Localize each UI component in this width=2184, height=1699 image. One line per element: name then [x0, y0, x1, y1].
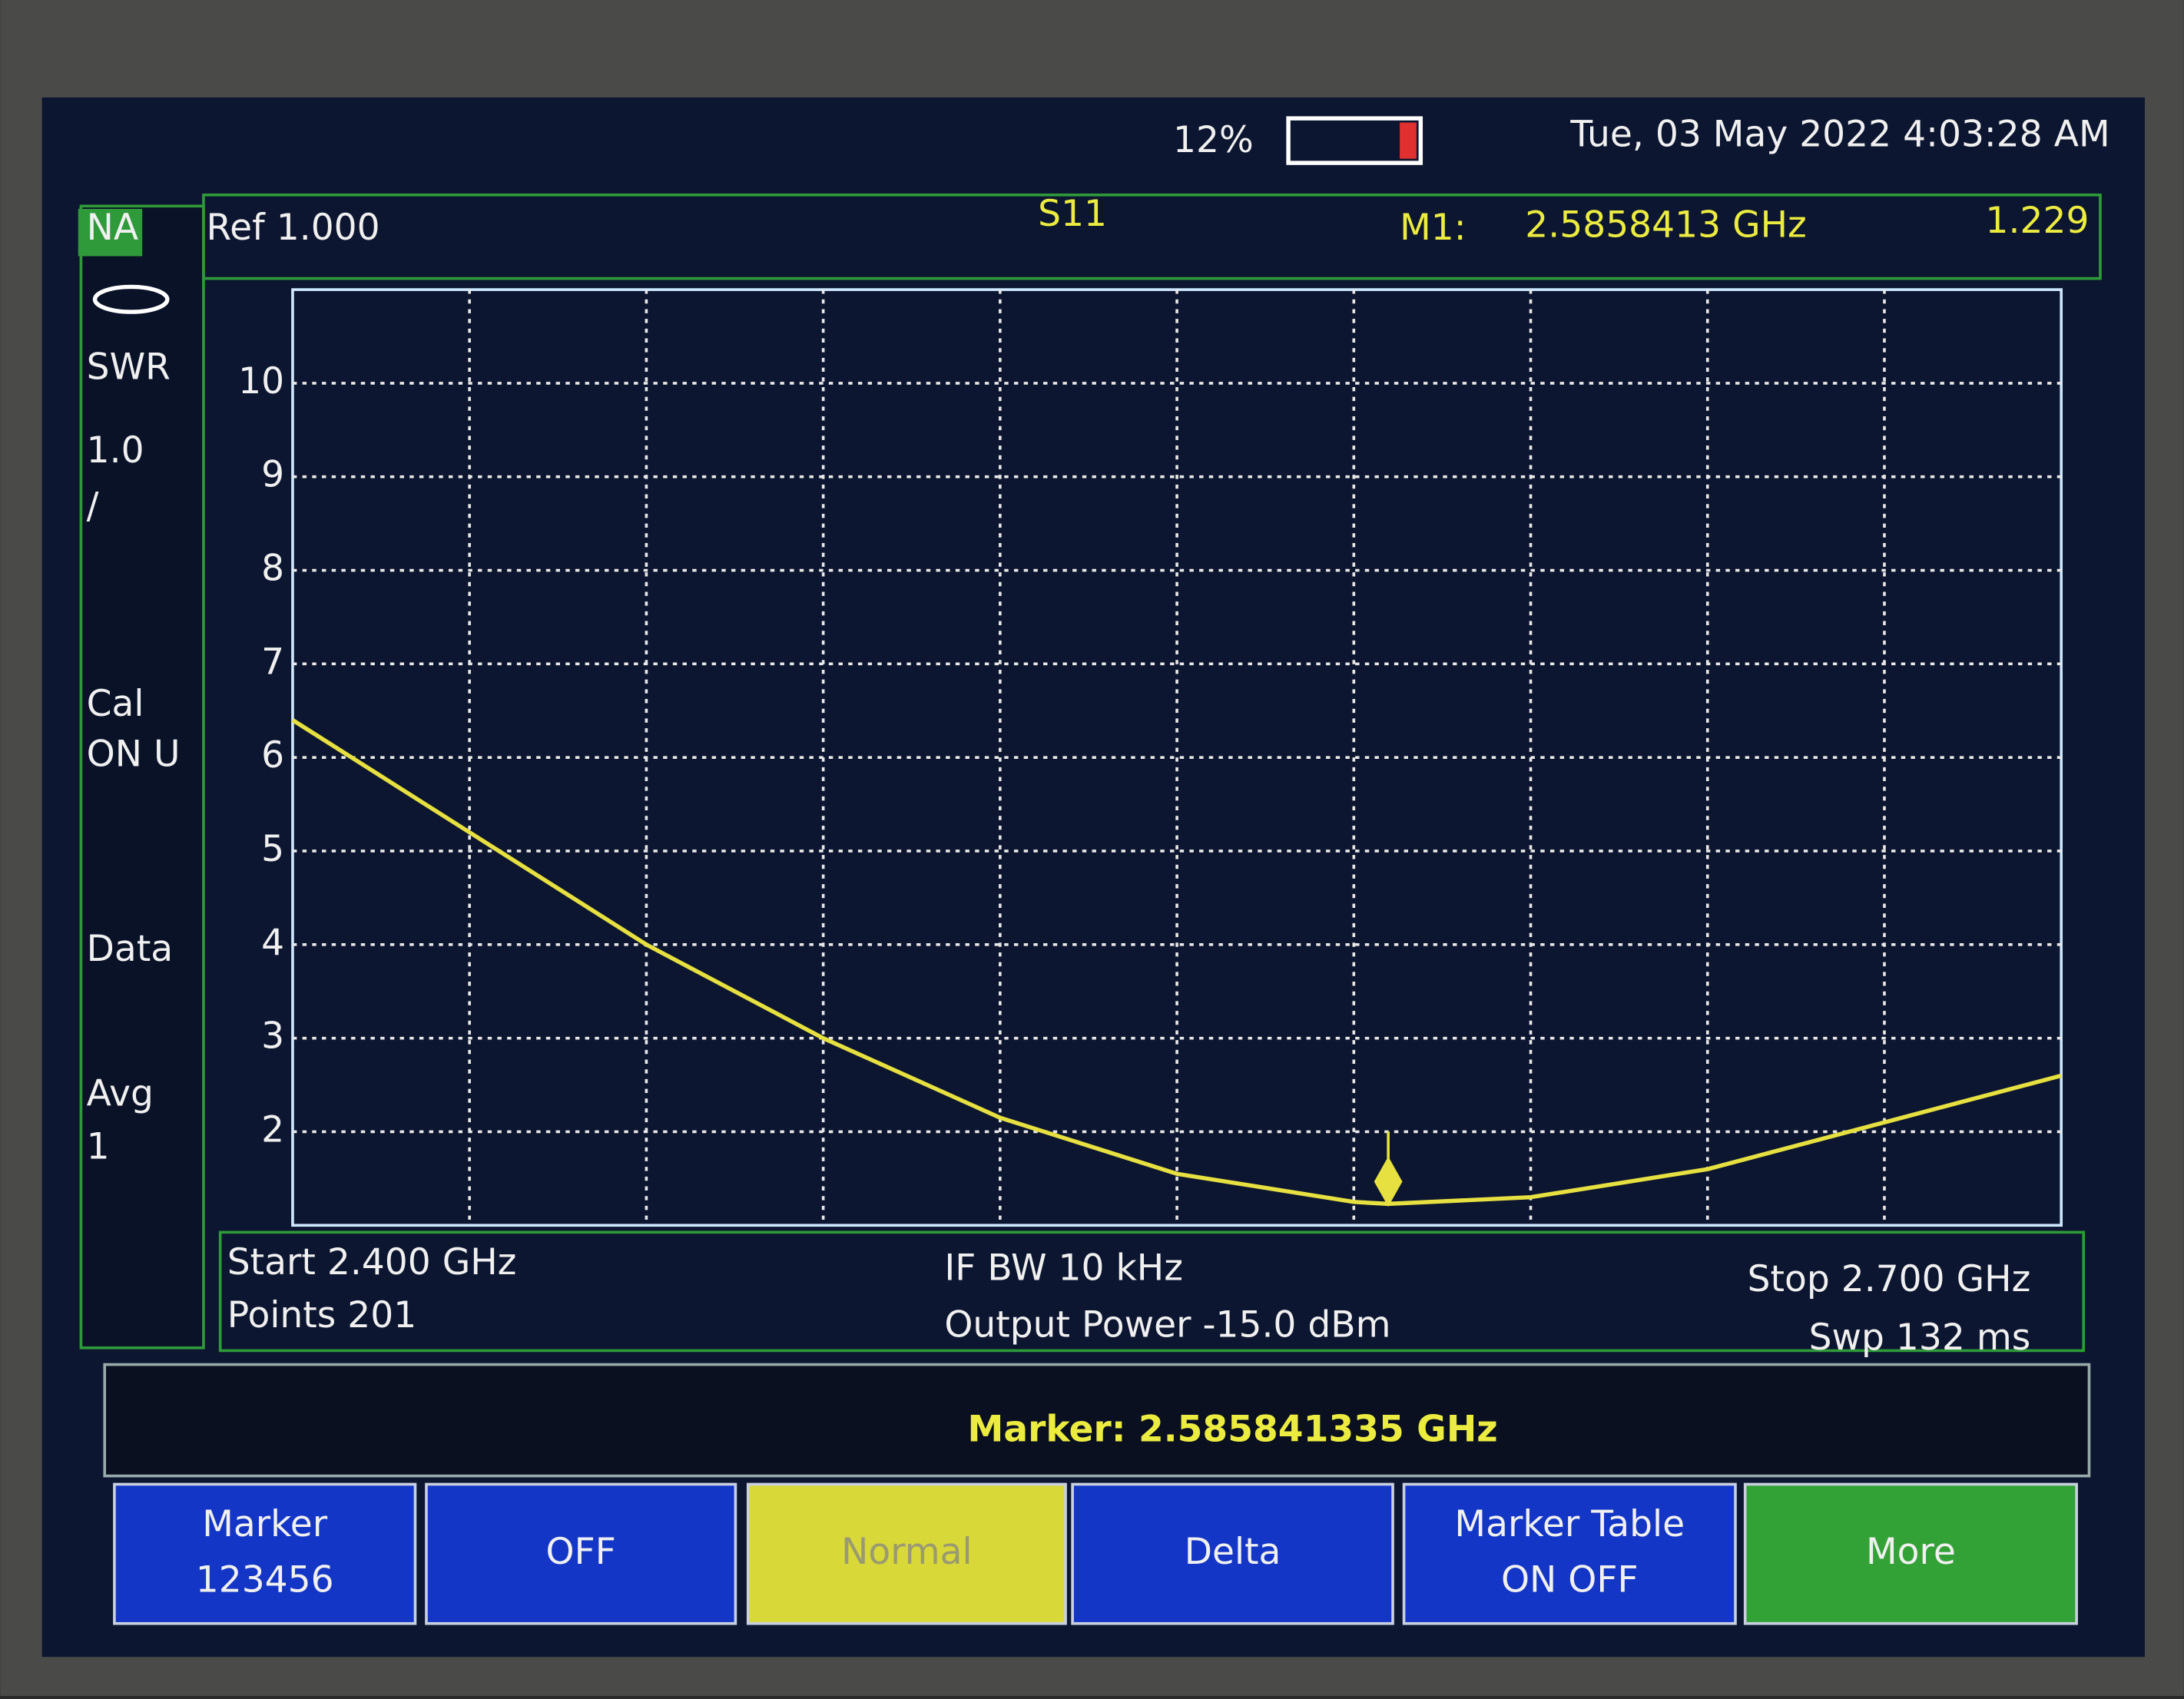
sidebar-label: Cal [87, 683, 144, 725]
datetime: Tue, 03 May 2022 4:03:28 AM [1569, 114, 2109, 156]
marker-label: M1: [1400, 207, 1466, 249]
sidebar-label: Data [87, 928, 174, 970]
sidebar-label: ON U [87, 733, 181, 775]
softkey[interactable] [113, 1482, 417, 1625]
output-power: Output Power -15.0 dBm [944, 1304, 1390, 1346]
trace-name: S11 [1038, 193, 1107, 235]
footer-frame [218, 1230, 2086, 1353]
marker-entry: Marker: 2.585841335 GHz [967, 1409, 1497, 1451]
sidebar-label: NA [87, 207, 139, 249]
ref-level: Ref 1.000 [207, 207, 380, 249]
softkeys: Marker 123456 OFF Normal Delta Marker Table ON… [113, 1482, 2078, 1625]
softkey-label[interactable]: Delta [1185, 1531, 1281, 1573]
battery-text: 12% [1173, 119, 1254, 161]
marker-freq: 2.5858413 GHz [1525, 204, 1807, 246]
softkey-label[interactable]: Normal [841, 1531, 973, 1573]
y-tick-label: 9 [261, 454, 284, 496]
y-tick-label: 4 [261, 922, 284, 964]
y-tick-label: 6 [261, 734, 284, 777]
trace-line [291, 718, 2062, 1207]
y-tick-label: 2 [261, 1108, 284, 1151]
marker-value: 1.229 [1986, 200, 2090, 242]
softkey[interactable] [1743, 1482, 2078, 1625]
softkey[interactable] [425, 1482, 737, 1625]
plot: 2 3 4 5 6 7 8 9 10 [238, 288, 2063, 1227]
entry-box [103, 1363, 2091, 1478]
softkey-label[interactable]: Marker Table [1454, 1503, 1685, 1545]
softkey-label[interactable]: More [1866, 1531, 1956, 1573]
y-tick-label: 8 [261, 548, 284, 590]
y-tick-label: 3 [261, 1015, 284, 1058]
sidebar [79, 204, 205, 1350]
sidebar-label: Avg [87, 1073, 154, 1115]
sidebar-label: 1 [87, 1126, 110, 1168]
y-tick-label: 10 [238, 360, 284, 402]
marker-glyph [1374, 1131, 1403, 1207]
stop-freq: Stop 2.700 GHz [1748, 1258, 2031, 1300]
softkey[interactable] [746, 1482, 1067, 1625]
points: Points 201 [227, 1294, 416, 1336]
battery-level [1400, 122, 1417, 159]
softkey-label[interactable]: OFF [546, 1531, 616, 1573]
softkey[interactable] [1071, 1482, 1394, 1625]
sweep-time: Swp 132 ms [1809, 1316, 2031, 1359]
if-bandwidth: IF BW 10 kHz [944, 1247, 1183, 1289]
mode-badge [78, 208, 143, 257]
sidebar-label: / [87, 485, 99, 528]
softkey-label[interactable]: 123456 [196, 1558, 334, 1601]
y-tick-label: 5 [261, 828, 284, 870]
sidebar-label: 1.0 [87, 429, 144, 472]
y-tick-label: 7 [261, 641, 284, 683]
battery-icon [1286, 116, 1423, 165]
softkey-label[interactable]: ON OFF [1501, 1558, 1639, 1601]
softkey-label[interactable]: Marker [202, 1503, 328, 1545]
header-frame [202, 193, 2102, 280]
start-freq: Start 2.400 GHz [227, 1241, 517, 1283]
trace-icon [92, 284, 170, 314]
softkey[interactable] [1402, 1482, 1737, 1625]
sidebar-label: SWR [87, 346, 171, 388]
